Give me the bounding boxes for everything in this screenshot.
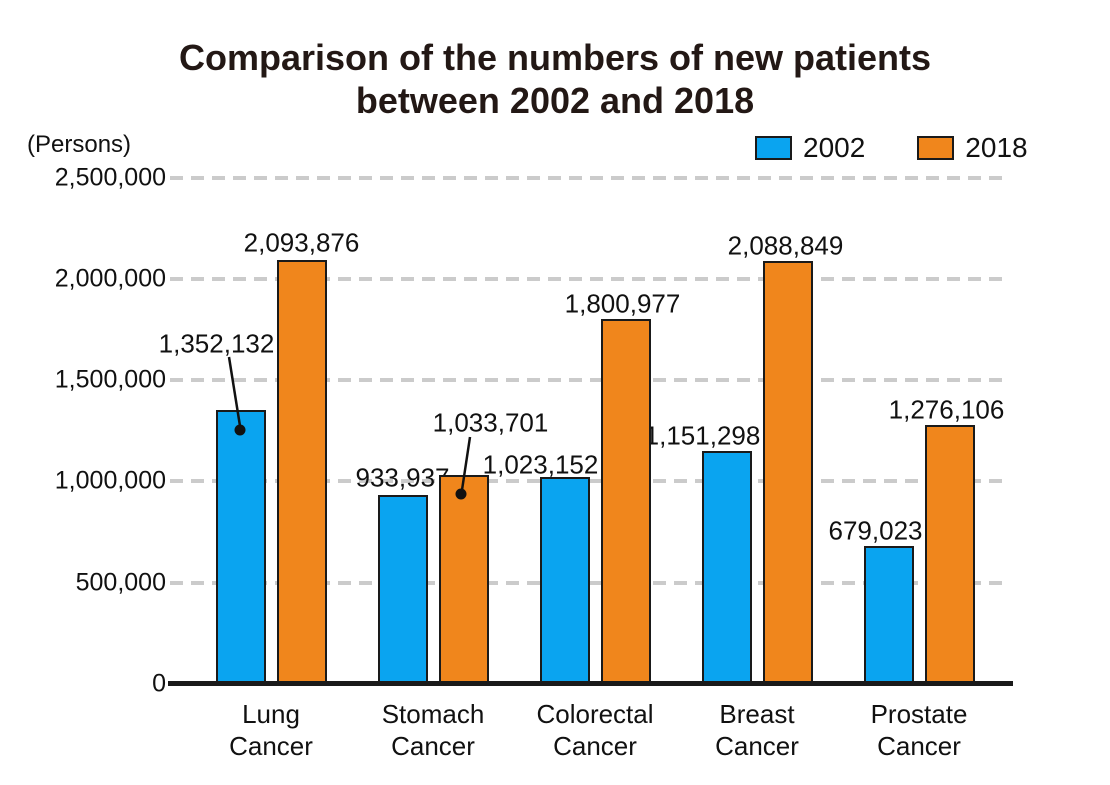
y-tick-label: 500,000: [75, 568, 166, 597]
x-axis-line: [168, 681, 1013, 686]
y-tick-label: 2,500,000: [54, 163, 166, 191]
bar-lung-2018: [276, 259, 327, 684]
y-tick-label: 1,000,000: [54, 466, 166, 495]
bar-prostate-2002: [863, 546, 914, 684]
x-category-label-prostate: Prostate Cancer: [809, 698, 1029, 762]
bar-breast-2002: [701, 450, 752, 684]
x-category-label-breast: Breast Cancer: [647, 698, 867, 762]
gridline-2000000: [170, 276, 1010, 281]
chart-title-line1: Comparison of the numbers of new patient…: [178, 37, 932, 78]
x-category-label-line: Stomach: [381, 699, 485, 729]
legend: 2002 2018: [755, 132, 1028, 164]
legend-item-2002: 2002: [755, 132, 865, 164]
bar-stomach-2018: [438, 474, 489, 684]
bar-breast-2018: [762, 260, 813, 684]
gridline-500000: [170, 580, 1010, 585]
x-category-label-line: Lung: [242, 699, 300, 729]
bar-value-label-stomach-2018: 1,033,701: [432, 407, 549, 438]
y-axis-unit-label: (Persons): [27, 131, 132, 158]
gridline-1500000: [170, 378, 1010, 383]
legend-swatch-2018: [917, 136, 955, 160]
x-category-label-stomach: Stomach Cancer: [323, 698, 543, 762]
x-category-label-line: Cancer: [229, 731, 313, 761]
y-tick-label: 1,500,000: [54, 365, 166, 394]
bar-value-label-stomach-2002: 933,937: [355, 462, 450, 493]
legend-label-2002: 2002: [803, 132, 866, 163]
x-category-label-lung: Lung Cancer: [161, 698, 381, 762]
bar-value-label-lung-2018: 2,093,876: [243, 227, 360, 258]
bar-value-label-colorectal-2002: 1,023,152: [482, 449, 599, 480]
bar-colorectal-2002: [539, 476, 590, 684]
legend-item-2018: 2018: [917, 132, 1028, 164]
bar-value-label-breast-2002: 1,151,298: [644, 420, 761, 451]
bar-prostate-2018: [924, 425, 975, 684]
x-category-label-line: Cancer: [391, 731, 475, 761]
legend-swatch-2002: [755, 136, 792, 160]
bar-colorectal-2018: [600, 319, 651, 684]
bar-value-label-lung-2002: 1,352,132: [158, 328, 275, 359]
x-category-label-colorectal: Colorectal Cancer: [485, 698, 705, 762]
gridline-1000000: [170, 479, 1010, 484]
chart-title-line2: between 2002 and 2018: [355, 80, 755, 121]
x-category-label-line: Breast: [719, 699, 795, 729]
bar-value-label-prostate-2018: 1,276,106: [888, 394, 1005, 425]
bar-value-label-breast-2018: 2,088,849: [727, 230, 844, 261]
y-tick-label: 2,000,000: [54, 264, 166, 293]
y-tick-label: 0: [152, 669, 166, 698]
bar-value-label-prostate-2002: 679,023: [828, 515, 923, 546]
x-category-label-line: Prostate: [870, 699, 968, 729]
gridline-2500000: [170, 175, 1010, 180]
x-category-label-line: Cancer: [715, 731, 799, 761]
bar-value-label-colorectal-2018: 1,800,977: [564, 288, 681, 319]
bar-stomach-2002: [377, 494, 428, 684]
legend-label-2018: 2018: [965, 132, 1028, 163]
chart-title: Comparison of the numbers of new patient…: [0, 36, 1110, 122]
x-category-label-line: Cancer: [877, 731, 961, 761]
bar-lung-2002: [215, 410, 266, 684]
x-category-label-line: Colorectal: [536, 699, 654, 729]
x-category-label-line: Cancer: [553, 731, 637, 761]
